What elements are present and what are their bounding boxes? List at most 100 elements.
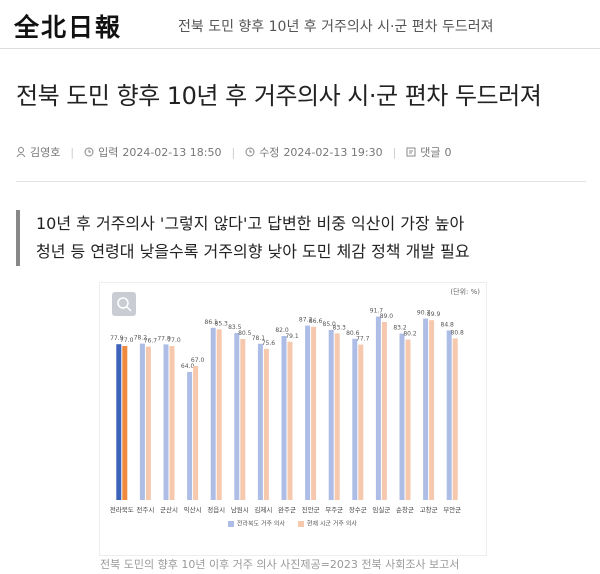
value-label: 77.9 — [110, 335, 124, 342]
bar — [281, 336, 287, 500]
value-label: 86.1 — [205, 319, 219, 326]
comment-icon — [406, 147, 416, 157]
category-label: 전주시 — [136, 505, 154, 514]
bar — [169, 346, 175, 500]
modified-label: 수정 — [259, 146, 280, 159]
value-label: 80.5 — [238, 330, 252, 337]
value-label: 64.0 — [181, 363, 195, 370]
bar — [163, 344, 169, 500]
category-label: 완주군 — [278, 506, 296, 514]
value-label: 84.8 — [441, 321, 455, 328]
header-headline: 전북 도민 향후 10년 후 거주의사 시·군 편차 두드러져 — [178, 19, 494, 35]
bar — [193, 366, 199, 500]
category-label: 김제시 — [254, 506, 272, 514]
bar — [405, 339, 411, 500]
value-label: 90.7 — [417, 310, 431, 317]
value-label: 77.7 — [356, 336, 370, 343]
category-label: 장수군 — [349, 505, 367, 514]
bar — [452, 338, 458, 500]
bar — [145, 346, 151, 500]
value-label: 89.0 — [380, 313, 394, 320]
legend-swatch — [228, 521, 234, 527]
bar — [240, 339, 246, 500]
value-label: 86.6 — [309, 318, 323, 325]
category-label: 무주군 — [325, 506, 343, 514]
comments-count[interactable]: 0 — [444, 145, 452, 159]
subtitle-line: 청년 등 연령대 낮을수록 거주의향 낮아 도민 체감 정책 개발 필요 — [36, 242, 470, 261]
bar — [311, 326, 317, 500]
value-label: 83.2 — [393, 325, 407, 332]
bar — [122, 346, 128, 500]
author[interactable]: 김영호 — [30, 146, 61, 159]
chart: (단위: %) 77.977.0전라북도78.276.7전주시77.877.0군… — [110, 287, 480, 528]
bar — [328, 330, 334, 500]
bar — [257, 343, 263, 500]
bar — [139, 343, 145, 500]
chart-image[interactable]: (단위: %) 77.9 77.0 전라북도 78.2 76.7 전주시 77.8 77.0 군… — [99, 282, 487, 556]
value-label: 83.5 — [228, 324, 242, 331]
unit-label: (단위: %) — [450, 287, 480, 296]
bar — [375, 316, 381, 500]
value-label: 77.8 — [157, 335, 171, 342]
modified-date: 2024-02-13 19:30 — [283, 145, 383, 159]
category-label: 진안군 — [302, 505, 320, 514]
divider — [16, 181, 586, 182]
comments-label[interactable]: 댓글 — [420, 146, 441, 159]
value-label: 80.8 — [451, 329, 465, 336]
bar — [210, 327, 216, 500]
legend-label: 현재 시군 거주 의사 — [307, 520, 357, 528]
bar — [287, 341, 293, 500]
bar — [216, 329, 222, 500]
category-label: 부안군 — [443, 505, 461, 514]
zoom-icon — [117, 297, 129, 309]
author-icon — [16, 147, 26, 157]
value-label: 89.9 — [427, 311, 441, 318]
subtitle: 10년 후 거주의사 '그렇지 않다'고 답변한 비중 익산이 가장 높아 청년… — [16, 210, 470, 266]
divider — [0, 48, 600, 49]
value-label: 76.7 — [144, 338, 158, 345]
bar — [358, 344, 364, 500]
bar — [263, 348, 269, 500]
value-label: 67.0 — [191, 357, 205, 364]
category-label: 순창군 — [396, 506, 414, 514]
published-label: 입력 — [98, 146, 119, 159]
category-label: 익산시 — [184, 505, 202, 514]
separator: | — [392, 145, 397, 159]
value-label: 87.2 — [299, 317, 313, 324]
article-title: 전북 도민 향후 10년 후 거주의사 시·군 편차 두드러져 — [16, 82, 542, 110]
separator: | — [231, 145, 236, 159]
zoom-button[interactable] — [112, 292, 136, 316]
clock-icon — [245, 147, 255, 157]
value-label: 80.2 — [403, 331, 417, 338]
bar — [446, 330, 452, 500]
value-label: 75.6 — [262, 340, 276, 347]
value-label: 79.1 — [285, 333, 299, 340]
value-label: 80.6 — [346, 330, 360, 337]
subtitle-line: 10년 후 거주의사 '그렇지 않다'고 답변한 비중 익산이 가장 높아 — [36, 214, 465, 233]
bar — [423, 318, 429, 500]
separator: | — [70, 145, 75, 159]
bar — [399, 333, 405, 500]
bar — [305, 325, 311, 500]
bar — [334, 333, 340, 500]
value-label: 82.0 — [275, 327, 289, 334]
clock-icon — [84, 147, 94, 157]
category-label: 임실군 — [372, 505, 390, 514]
value-label: 85.3 — [215, 320, 229, 327]
bar — [352, 338, 358, 500]
value-label: 78.1 — [252, 335, 266, 342]
bar — [381, 322, 387, 500]
bar — [234, 333, 240, 500]
legend-swatch — [298, 521, 304, 527]
category-label: 남원시 — [231, 505, 249, 514]
bar — [116, 344, 122, 500]
article-meta: 김영호 | 입력 2024-02-13 18:50 | 수정 2024-02-1… — [16, 144, 452, 160]
logo[interactable]: 全北日報 — [14, 13, 123, 42]
value-label: 77.0 — [120, 337, 134, 344]
legend-label: 전라북도 거주 의사 — [237, 520, 285, 528]
value-label: 83.3 — [333, 324, 347, 331]
value-label: 78.2 — [134, 335, 148, 342]
category-label: 전라북도 — [110, 505, 134, 514]
bar — [429, 320, 435, 500]
